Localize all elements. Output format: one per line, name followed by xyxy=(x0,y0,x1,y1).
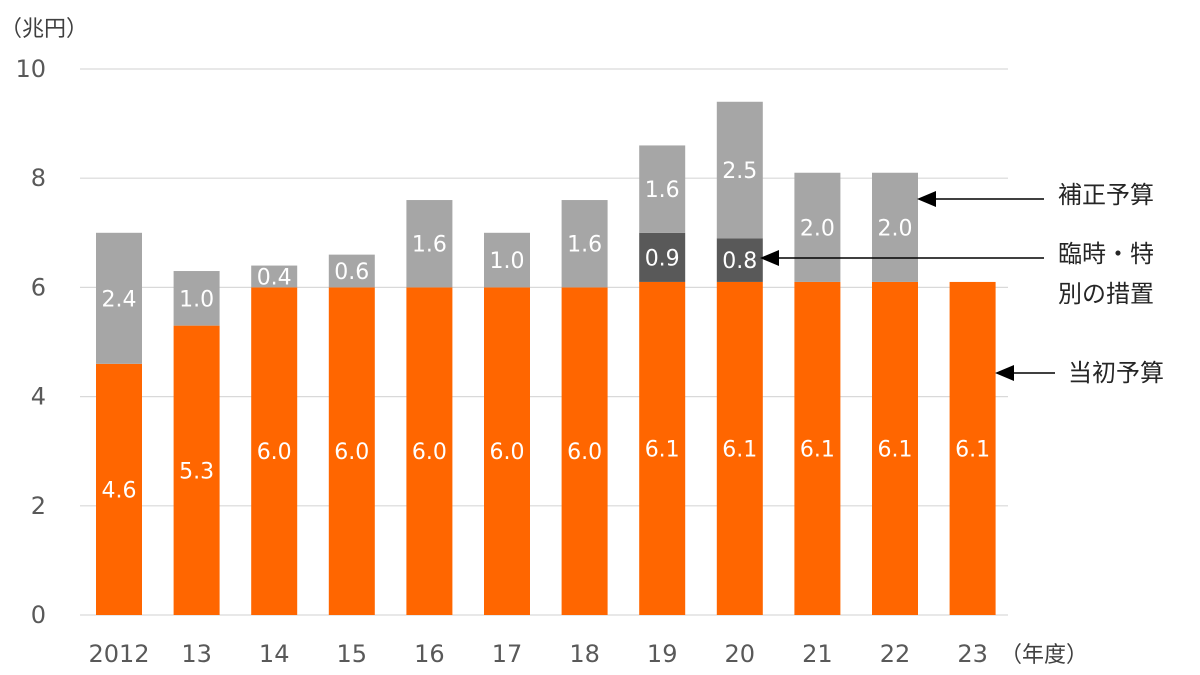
legend: 補正予算 臨時・特 別の措置 当初予算 xyxy=(760,181,1164,387)
bar-segment xyxy=(561,287,608,615)
bar-segment xyxy=(173,271,220,326)
legend-arrow-toushou xyxy=(995,365,1055,381)
y-axis-ticks: 0 2 4 6 8 10 xyxy=(15,55,46,629)
legend-rinji-line2: 別の措置 xyxy=(1058,280,1154,308)
x-tick-label: 14 xyxy=(259,640,290,668)
legend-hosei: 補正予算 xyxy=(1058,181,1154,209)
bar-data-label: 6.1 xyxy=(800,437,835,462)
x-tick-label: 16 xyxy=(414,640,445,668)
legend-toushou: 当初予算 xyxy=(1068,359,1164,387)
bars xyxy=(96,101,996,615)
bar-data-label: 6.1 xyxy=(955,437,990,462)
x-tick-label: 17 xyxy=(492,640,523,668)
bar-data-label: 0.6 xyxy=(334,260,369,285)
bar-segment xyxy=(328,254,375,288)
bar-data-label: 0.9 xyxy=(645,246,680,271)
y-unit-label: （兆円） xyxy=(0,17,88,42)
bar-segment xyxy=(639,145,686,233)
bar-segment xyxy=(794,281,841,615)
bar-data-label: 6.0 xyxy=(567,440,602,465)
bar-data-label: 1.6 xyxy=(645,178,680,203)
x-tick-label: 15 xyxy=(337,640,368,668)
bar-segment xyxy=(251,265,298,288)
x-tick-label: 13 xyxy=(181,640,212,668)
bar-segment xyxy=(716,281,763,615)
bar-data-label: 1.6 xyxy=(567,233,602,258)
y-tick-label: 0 xyxy=(31,601,46,629)
bar-data-label: 6.0 xyxy=(490,440,525,465)
legend-arrow-hosei xyxy=(917,191,1044,207)
x-tick-label: 18 xyxy=(569,640,600,668)
bar-data-label: 2.0 xyxy=(800,216,835,241)
bar-segment xyxy=(561,200,608,288)
x-tick-label: 2012 xyxy=(88,640,149,668)
bar-segment xyxy=(406,200,453,288)
legend-arrow-rinji xyxy=(760,250,1044,266)
x-unit-label: （年度） xyxy=(1000,643,1088,668)
bar-data-label: 6.0 xyxy=(334,440,369,465)
bar-data-label: 2.0 xyxy=(878,216,913,241)
bar-data-label: 6.1 xyxy=(878,437,913,462)
bar-data-labels: 4.6 2.4 5.3 1.0 6.0 0.4 6.0 0.6 6.0 1.6 6.0 1.0 6.0 1… xyxy=(102,159,991,503)
y-tick-label: 6 xyxy=(31,273,46,301)
y-tick-label: 2 xyxy=(31,492,46,520)
bar-data-label: 1.6 xyxy=(412,233,447,258)
bar-data-label: 6.0 xyxy=(257,440,292,465)
bar-segment xyxy=(96,232,142,364)
bar-data-label: 0.8 xyxy=(722,249,757,274)
x-tick-label: 19 xyxy=(647,640,678,668)
bar-segment xyxy=(949,281,996,615)
bar-segment xyxy=(716,101,763,239)
bar-segment xyxy=(484,287,530,615)
y-tick-label: 8 xyxy=(31,164,46,192)
bar-segment xyxy=(716,238,763,282)
bar-data-label: 1.0 xyxy=(179,287,214,312)
bar-segment xyxy=(251,287,298,615)
bar-segment xyxy=(639,281,686,615)
bar-segment xyxy=(872,281,918,615)
bar-data-label: 6.1 xyxy=(645,437,680,462)
bar-segment xyxy=(794,172,841,282)
bar-segment xyxy=(639,232,686,282)
bar-data-label: 2.5 xyxy=(722,159,757,184)
bar-data-label: 2.4 xyxy=(102,287,137,312)
bar-segment xyxy=(872,172,918,282)
bar-data-label: 4.6 xyxy=(102,478,137,503)
x-tick-label: 22 xyxy=(880,640,911,668)
y-tick-label: 4 xyxy=(31,383,46,411)
bar-data-label: 5.3 xyxy=(179,459,214,484)
bar-segment xyxy=(406,287,453,615)
x-tick-label: 20 xyxy=(725,640,756,668)
bar-segment xyxy=(96,363,142,615)
x-tick-label: 23 xyxy=(957,640,988,668)
x-tick-label: 21 xyxy=(802,640,833,668)
bar-data-label: 1.0 xyxy=(490,249,525,274)
bar-data-label: 0.4 xyxy=(257,265,292,290)
gridlines xyxy=(80,68,1008,616)
y-tick-label: 10 xyxy=(15,55,46,83)
bar-segment xyxy=(173,325,220,615)
bar-segment xyxy=(484,232,530,288)
legend-rinji-line1: 臨時・特 xyxy=(1058,240,1154,268)
bar-data-label: 6.0 xyxy=(412,440,447,465)
bar-segment xyxy=(328,287,375,615)
x-axis-ticks: 2012 13 14 15 16 17 18 19 20 21 22 23 xyxy=(88,640,987,668)
bar-data-label: 6.1 xyxy=(722,437,757,462)
